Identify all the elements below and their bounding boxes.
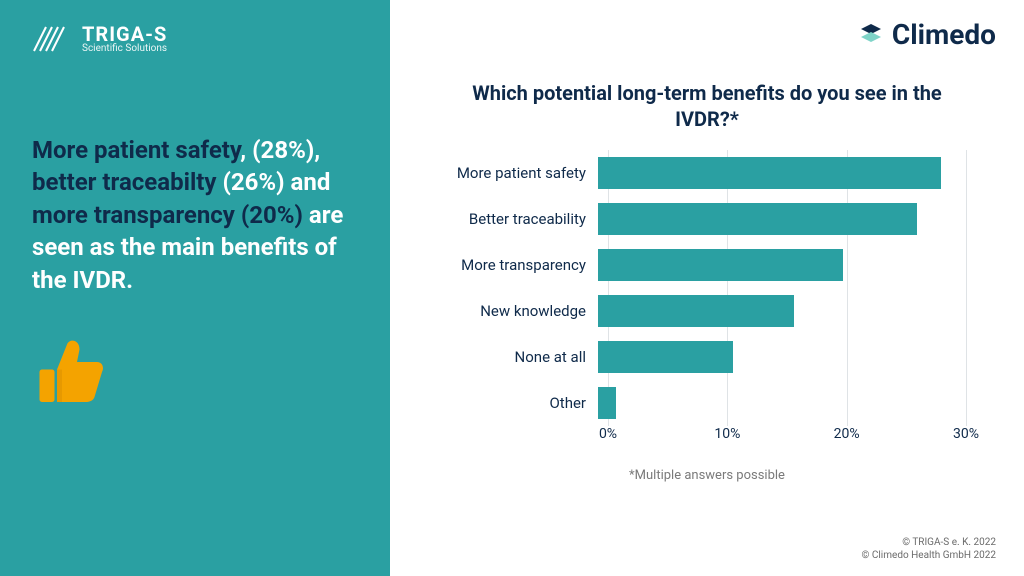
triga-logo-mark [32, 25, 72, 53]
chart-label: Other [428, 394, 598, 412]
axis-tick: 30% [953, 426, 979, 442]
chart-bar [598, 249, 843, 281]
chart-title: Which potential long-term benefits do yo… [458, 80, 956, 132]
chart-row: Other [428, 380, 966, 426]
chart-row: More transparency [428, 242, 966, 288]
chart-bar [598, 387, 616, 419]
chart-track [598, 249, 966, 281]
chart-bar [598, 203, 917, 235]
chart-row: Better traceability [428, 196, 966, 242]
axis-tick: 0% [599, 426, 617, 442]
chart-label: More transparency [428, 256, 598, 274]
headline: More patient safety, (28%), better trace… [32, 134, 358, 296]
headline-part-4: (26%) and [217, 168, 331, 196]
chart-label: None at all [428, 348, 598, 366]
chart-track [598, 387, 966, 419]
chart-row: New knowledge [428, 288, 966, 334]
chart-bar [598, 341, 733, 373]
climedo-logo-mark [858, 22, 884, 48]
axis-tick: 10% [714, 426, 740, 442]
climedo-logo: Climedo [858, 18, 996, 51]
triga-logo-sub: Scientific Solutions [82, 44, 167, 54]
copyright-line-1: © TRIGA-S e. K. 2022 [862, 536, 996, 549]
headline-accent-2: better traceabilty [32, 168, 217, 196]
chart-track [598, 157, 966, 189]
headline-accent-3: more transparency (20%) [32, 201, 303, 229]
x-axis: 0%10%20%30% [608, 426, 966, 454]
triga-logo: TRIGA-S Scientific Solutions [32, 24, 358, 54]
chart-track [598, 203, 966, 235]
triga-logo-text: TRIGA-S Scientific Solutions [82, 24, 167, 54]
chart-label: Better traceability [428, 210, 598, 228]
chart-label: New knowledge [428, 302, 598, 320]
chart-bar [598, 295, 794, 327]
chart-footnote: *Multiple answers possible [418, 468, 996, 483]
headline-part-2: , (28%), [240, 136, 320, 164]
chart-row: None at all [428, 334, 966, 380]
grid-line [966, 150, 967, 426]
copyright: © TRIGA-S e. K. 2022 © Climedo Health Gm… [862, 536, 996, 562]
chart-bar [598, 157, 941, 189]
chart-track [598, 295, 966, 327]
headline-accent-1: More patient safety [32, 136, 240, 164]
thumbs-up-icon [32, 332, 358, 416]
bar-chart: More patient safety Better traceability Mo… [428, 150, 966, 454]
axis-tick: 20% [834, 426, 860, 442]
left-panel: TRIGA-S Scientific Solutions More patien… [0, 0, 390, 576]
triga-logo-name: TRIGA-S [82, 24, 167, 44]
right-panel: Climedo Which potential long-term benefi… [390, 0, 1024, 576]
chart-row: More patient safety [428, 150, 966, 196]
chart-label: More patient safety [428, 164, 598, 182]
copyright-line-2: © Climedo Health GmbH 2022 [862, 549, 996, 562]
chart-track [598, 341, 966, 373]
climedo-logo-name: Climedo [892, 18, 996, 51]
